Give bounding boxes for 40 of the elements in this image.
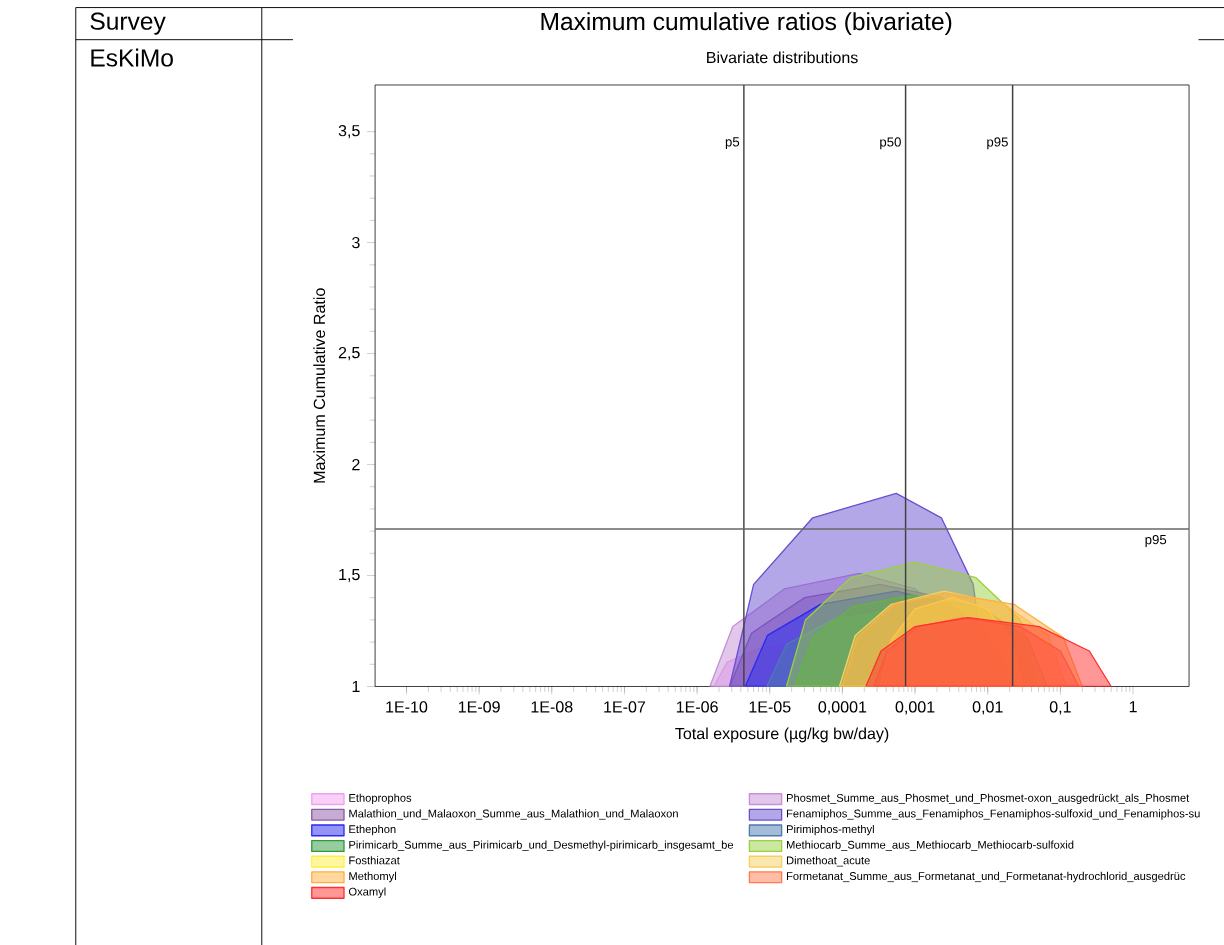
x-tick-label: 1E-08: [531, 701, 573, 713]
legend-label: Oxamyl: [348, 887, 386, 898]
x-tick-label: 1E-09: [458, 701, 500, 713]
y-tick-label: 3: [352, 236, 360, 249]
ref-line-label: p95: [1145, 534, 1167, 547]
legend-label: Dimethoat_acute: [786, 856, 870, 867]
x-axis-title: Total exposure (µg/kg bw/day): [675, 727, 889, 743]
legend-label: Methiocarb_Summe_aus_Methiocarb_Methiocarb-sulfoxid: [786, 840, 1074, 851]
legend-label: Pirimiphos-methyl: [786, 824, 874, 836]
legend-label: Pirimicarb_Summe_aus_Pirimicarb_und_Desmethyl-pirimicarb_insgesamt_be: [349, 840, 734, 851]
y-tick-label: 2: [352, 458, 360, 471]
legend-label: Ethoprophos: [349, 793, 412, 804]
x-tick-label: 0,01: [972, 701, 1003, 715]
x-tick-label: 1E-07: [604, 701, 646, 713]
x-tick-label: 1: [1129, 701, 1137, 713]
x-tick-label: 0,0001: [818, 701, 867, 715]
y-tick-label: 2,5: [338, 346, 360, 361]
text: EsKiMo: [91, 48, 173, 67]
y-tick-label: 1: [352, 680, 360, 692]
x-tick-label: 0,001: [895, 701, 935, 715]
x-tick-label: 0,1: [1049, 701, 1071, 715]
legend-label: Phosmet_Summe_aus_Phosmet_und_Phosmet-oxon_ausgedrückt_als_Phosmet: [786, 793, 1190, 804]
legend-label: Fenamiphos_Summe_aus_Fenamiphos_Fenamiphos-sulfoxid_und_Fenamiphos-su: [786, 809, 1200, 820]
y-tick-label: 1,5: [339, 568, 360, 582]
y-axis-title: Maximum Cumulative Ratio: [313, 288, 326, 483]
x-tick-label: 1E-10: [386, 701, 428, 713]
legend-label: Malathion_und_Malaoxon_Summe_aus_Malathion_und_Malaoxon: [349, 809, 678, 820]
x-tick-label: 1E-06: [676, 701, 718, 713]
chart-title: Bivariate distributions: [707, 51, 858, 64]
legend-label: Fosthiazat: [349, 856, 400, 865]
x-tick-label: 1E-05: [749, 701, 791, 713]
ref-line-label: p95: [987, 137, 1008, 150]
text: Maximum cumulative ratios (bivariate): [541, 12, 952, 35]
legend-label: Formetanat_Summe_aus_Formetanat_und_Formetanat-hydrochlorid_ausgedrüc: [786, 871, 1186, 883]
y-tick-label: 3,5: [338, 124, 360, 139]
legend-label: Ethephon: [349, 824, 396, 836]
text: Survey: [90, 12, 166, 35]
ref-line-label: p50: [880, 137, 901, 150]
ref-line-label: p5: [725, 137, 740, 150]
legend-label: Methomyl: [349, 871, 396, 883]
